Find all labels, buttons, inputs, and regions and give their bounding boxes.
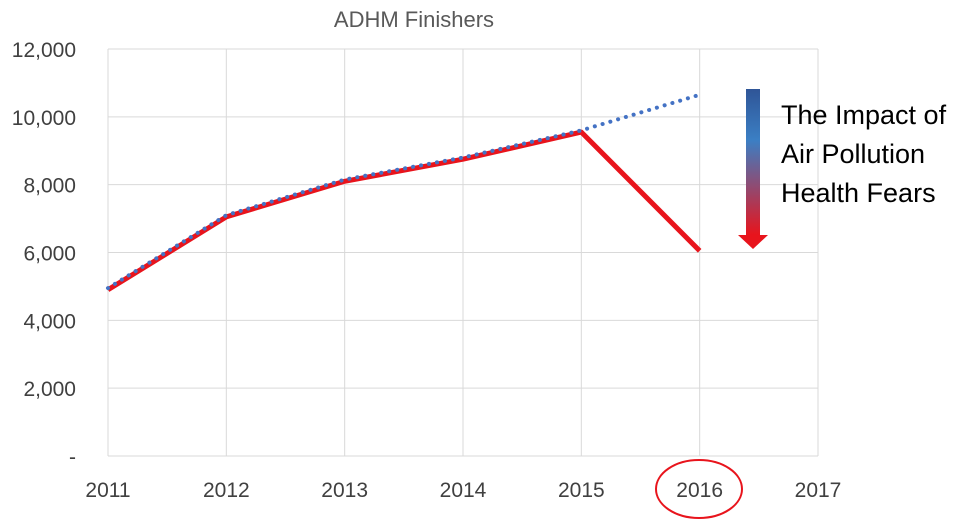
series-lines <box>106 92 702 292</box>
series-line-1 <box>106 129 702 292</box>
x-tick-label: 2015 <box>558 479 605 502</box>
annotation: The Impact of Air Pollution Health Fears <box>738 89 947 249</box>
y-tick-label: 6,000 <box>23 243 76 266</box>
y-tick-label: 12,000 <box>12 39 76 62</box>
x-tick-label: 2012 <box>203 479 250 502</box>
x-tick-label: 2017 <box>795 479 842 502</box>
arrow-down-icon <box>738 235 768 249</box>
annotation-line-2: Air Pollution <box>781 139 925 169</box>
y-tick-label: 10,000 <box>12 107 76 130</box>
y-axis-ticks: - 2,000 4,000 6,000 8,000 10,000 12,000 <box>12 39 76 469</box>
y-tick-label: 4,000 <box>23 310 76 333</box>
annotation-line-1: The Impact of <box>781 100 947 130</box>
x-axis-ticks: 2011 2012 2013 2014 2015 2016 2017 <box>85 479 841 502</box>
y-tick-label: 8,000 <box>23 175 76 198</box>
gridlines <box>107 48 819 457</box>
x-tick-label: 2014 <box>440 479 487 502</box>
y-tick-label: 2,000 <box>23 378 76 401</box>
chart-title: ADHM Finishers <box>334 7 494 32</box>
highlight-ellipse <box>655 459 743 519</box>
annotation-line-3: Health Fears <box>781 178 936 208</box>
x-tick-label: 2011 <box>85 479 130 502</box>
series-line-2 <box>106 92 702 291</box>
y-tick-label: - <box>69 446 76 469</box>
x-tick-label: 2016 <box>676 479 723 502</box>
x-tick-label: 2013 <box>321 479 368 502</box>
